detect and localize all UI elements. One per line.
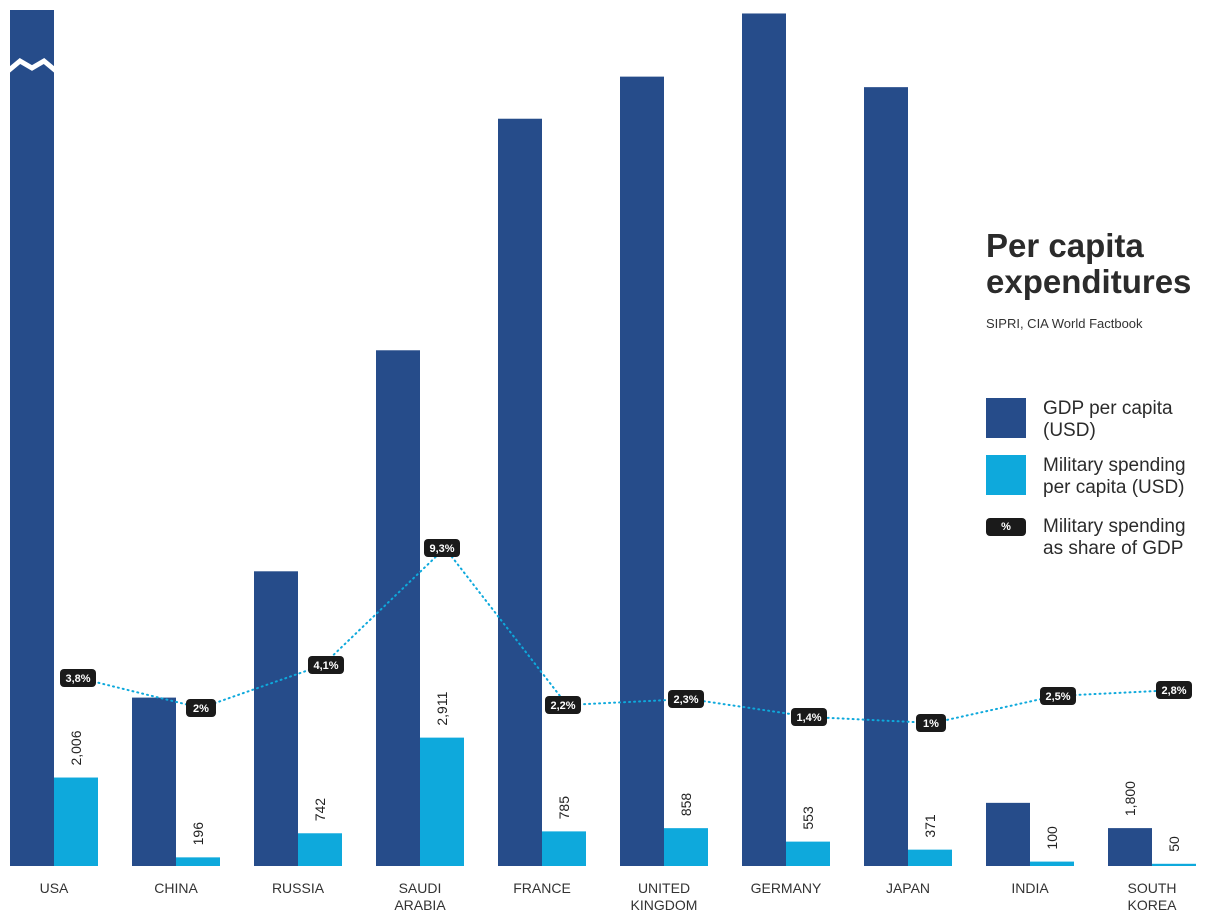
military-value-label: 858 — [678, 793, 694, 817]
category-label: RUSSIA — [272, 880, 325, 896]
category-label: FRANCE — [513, 880, 571, 896]
gdp-bar — [254, 571, 298, 866]
share-badge — [545, 696, 581, 714]
share-badge — [308, 656, 344, 674]
category-label: GERMANY — [751, 880, 822, 896]
share-label: 2,3% — [673, 694, 698, 706]
legend-item-gdp: GDP per capita (USD) — [986, 398, 1173, 442]
military-value-label: 553 — [800, 806, 816, 830]
share-label: 4,1% — [313, 660, 338, 672]
chart-subtitle: SIPRI, CIA World Factbook — [986, 316, 1143, 331]
legend-swatch-military — [986, 455, 1026, 495]
gdp-bar — [742, 13, 786, 867]
military-value-label: 196 — [190, 822, 206, 846]
gdp-bar — [620, 76, 664, 866]
share-label: 2% — [193, 703, 209, 715]
share-label: 3,8% — [65, 673, 90, 685]
military-bar — [298, 833, 342, 866]
axis-break-icon — [6, 57, 58, 73]
share-label: 1% — [923, 718, 939, 730]
share-badge — [791, 708, 827, 726]
military-bar — [176, 857, 220, 866]
share-line — [78, 546, 1178, 725]
category-label: INDIA — [1011, 880, 1049, 896]
military-value-label: 2,006 — [68, 730, 84, 765]
gdp-value-label: 1,800 — [1122, 781, 1138, 816]
share-badge — [1156, 681, 1192, 699]
share-badge — [60, 669, 96, 687]
share-badge — [424, 539, 460, 557]
legend-label-gdp: GDP per capita (USD) — [1043, 398, 1173, 441]
military-bar — [1152, 863, 1196, 866]
military-bar — [664, 828, 708, 866]
military-bar — [54, 777, 98, 866]
legend-item-share: % Military spending as share of GDP — [986, 516, 1186, 560]
gdp-bar — [864, 87, 908, 866]
military-value-label: 785 — [556, 796, 572, 820]
category-label: USA — [40, 880, 69, 896]
share-label: 2,8% — [1161, 685, 1186, 697]
category-label: SOUTH KOREA — [1127, 880, 1177, 913]
military-bar — [786, 841, 830, 866]
chart-title: Per capita expenditures — [986, 227, 1192, 300]
gdp-bar — [376, 350, 420, 866]
gdp-bar — [986, 802, 1030, 866]
legend-item-military: Military spending per capita (USD) — [986, 455, 1186, 499]
category-label: UNITED KINGDOM — [631, 880, 698, 913]
gdp-bar — [1108, 828, 1152, 866]
military-bar — [542, 831, 586, 866]
military-value-label: 100 — [1044, 826, 1060, 850]
share-badge — [668, 690, 704, 708]
military-value-label: 2,911 — [434, 691, 450, 725]
military-bar — [1030, 861, 1074, 866]
gdp-bar — [498, 118, 542, 867]
category-label: SAUDI ARABIA — [394, 880, 446, 913]
military-bar — [908, 849, 952, 866]
category-label: CHINA — [154, 880, 198, 896]
share-label: 1,4% — [796, 712, 821, 724]
legend-swatch-gdp — [986, 398, 1026, 438]
share-label: 9,3% — [429, 543, 454, 555]
military-bar — [420, 737, 464, 866]
military-value-label: 50 — [1166, 836, 1182, 852]
category-label: JAPAN — [886, 880, 930, 896]
gdp-bar — [10, 10, 54, 866]
share-badge — [916, 714, 946, 732]
share-badge — [186, 699, 216, 717]
share-label: 2,2% — [550, 700, 575, 712]
legend-label-military: Military spending per capita (USD) — [1043, 455, 1186, 498]
legend-label-share: Military spending as share of GDP — [1043, 516, 1186, 559]
legend-percent-badge: % — [986, 518, 1026, 536]
military-value-label: 742 — [312, 798, 328, 822]
share-badge — [1040, 687, 1076, 705]
military-value-label: 371 — [922, 814, 938, 838]
share-label: 2,5% — [1045, 691, 1070, 703]
gdp-bar — [132, 697, 176, 866]
